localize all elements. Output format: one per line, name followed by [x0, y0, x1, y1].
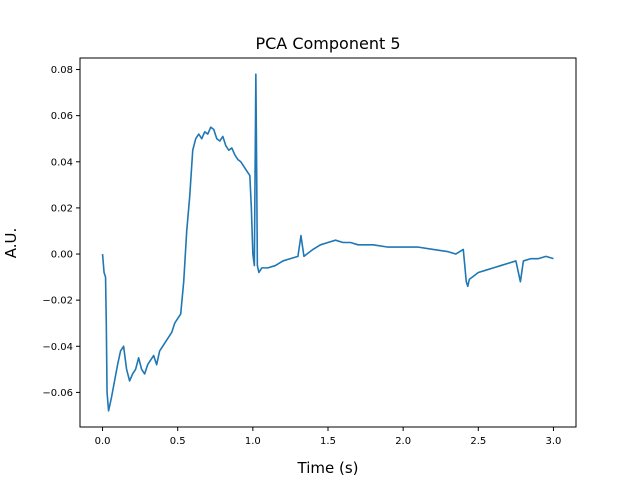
x-tick-label: 2.5: [470, 436, 486, 447]
y-tick-label: 0.04: [51, 157, 73, 168]
series-line-0: [101, 73, 554, 412]
series-layer: [101, 73, 554, 412]
y-tick-label: 0.06: [51, 111, 73, 122]
y-axis-label: A.U.: [2, 228, 20, 259]
x-tick-label: 2.0: [395, 436, 411, 447]
x-axis-label: Time (s): [297, 459, 359, 477]
x-tick-label: 3.0: [546, 436, 562, 447]
y-tick-label: −0.02: [42, 296, 73, 307]
ticks-layer: 0.0 0.5 1.0 1.5 2.0 2.5 3.0 −0.06 −0.04 −0.02 0.00…: [42, 65, 561, 447]
y-tick-label: 0.02: [51, 203, 73, 214]
x-tick-label: 1.5: [320, 436, 336, 447]
y-tick-label: 0.08: [51, 65, 73, 76]
x-tick-label: 0.5: [170, 436, 186, 447]
x-tick-label: 1.0: [245, 436, 261, 447]
y-tick-label: 0.00: [51, 250, 73, 261]
chart-title: PCA Component 5: [255, 34, 400, 53]
x-tick-label: 0.0: [95, 436, 111, 447]
y-tick-label: −0.06: [42, 388, 73, 399]
y-tick-label: −0.04: [42, 342, 73, 353]
